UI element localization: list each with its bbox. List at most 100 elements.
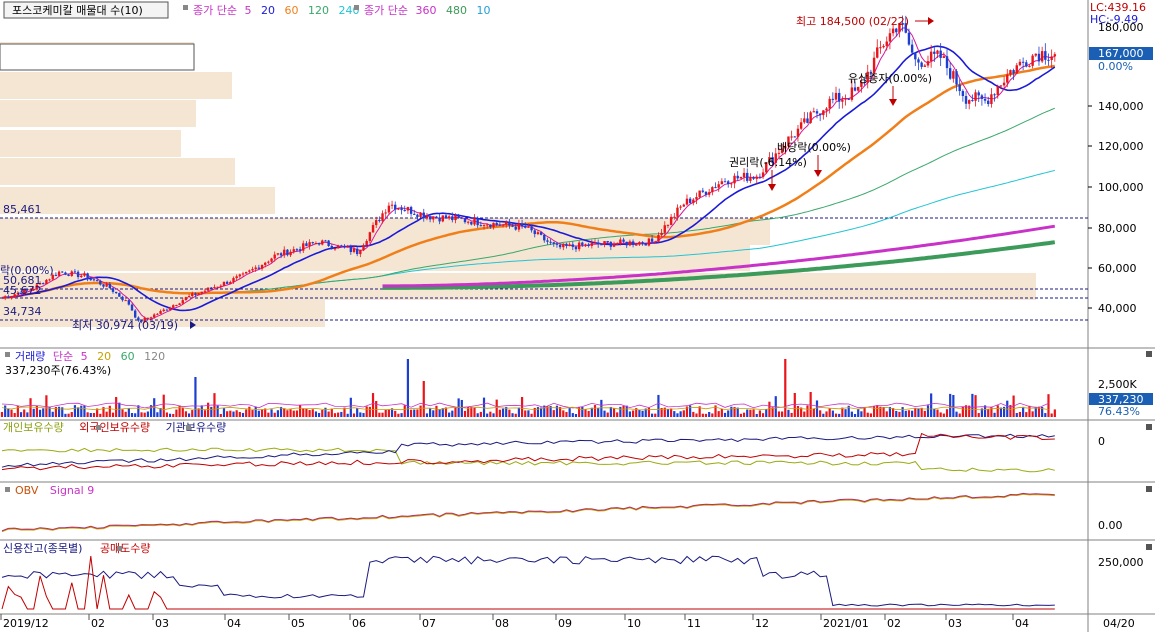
- volume-bar: [923, 410, 926, 417]
- axis-label-60000: 60,000: [1098, 262, 1137, 275]
- volume-bar: [343, 407, 346, 417]
- candle-body: [755, 176, 758, 179]
- candle: [961, 89, 965, 102]
- volume-bar: [622, 405, 625, 417]
- candle: [739, 176, 743, 179]
- candle: [187, 293, 191, 298]
- candle-body: [654, 241, 657, 243]
- volume-bar: [352, 413, 356, 417]
- price-axis: LC:439.16 HC:-9.49 180,000 167,000 0.00%…: [1088, 1, 1153, 315]
- volume-bar: [438, 409, 441, 417]
- volume-bar: [362, 413, 365, 417]
- candle-body: [413, 213, 416, 215]
- volume-bar: [99, 413, 102, 417]
- volume-bar: [670, 408, 673, 417]
- candle: [898, 22, 901, 38]
- candle: [882, 44, 885, 49]
- volume-bar: [1041, 406, 1044, 417]
- candle-body: [990, 94, 993, 105]
- volume-bar: [609, 406, 612, 417]
- volume-bar: [7, 408, 10, 417]
- candle: [657, 232, 660, 243]
- candle: [609, 240, 613, 251]
- candle-body: [99, 280, 102, 285]
- candle: [7, 294, 10, 299]
- candle: [219, 284, 223, 289]
- dividend-annotation: 배당락(0.00%): [777, 141, 851, 154]
- candle: [206, 287, 210, 291]
- volume-bar: [257, 410, 260, 417]
- candle: [336, 244, 340, 249]
- obv-close-icon[interactable]: [1146, 486, 1152, 492]
- candle: [114, 291, 118, 295]
- volume-bar: [118, 402, 121, 417]
- volume-bar: [349, 397, 352, 417]
- volume-bar: [222, 408, 226, 417]
- volume-close-icon[interactable]: [1146, 351, 1152, 357]
- holdings-individual: 개인보유수량: [3, 421, 64, 434]
- candle-body: [317, 242, 321, 245]
- candle: [616, 242, 619, 246]
- candle-body: [295, 249, 299, 251]
- candle-body: [1053, 54, 1057, 57]
- candle: [635, 242, 638, 246]
- candle-body: [64, 272, 67, 275]
- price-legend: 포스코케미칼 매물대 수(10) 종가 단순 5 20 60 120 240 종…: [3, 1, 490, 19]
- volume-title: 거래량: [15, 350, 45, 363]
- candle: [942, 52, 946, 59]
- candle-body: [958, 84, 961, 92]
- candle-body: [790, 136, 793, 138]
- x-axis-label: 04: [1015, 617, 1029, 630]
- candle: [952, 69, 955, 83]
- candle: [473, 214, 476, 226]
- volume-legend-marker: [5, 352, 10, 357]
- volume-bar: [226, 411, 229, 417]
- candle: [853, 81, 857, 92]
- candle: [771, 152, 774, 167]
- candle: [1047, 53, 1050, 66]
- candle-body: [742, 172, 746, 177]
- candle-body: [336, 245, 340, 249]
- candle: [260, 264, 264, 271]
- volume-bar: [463, 410, 467, 417]
- hc-readout: HC:-9.49: [1090, 13, 1138, 26]
- candle: [758, 173, 762, 178]
- credit-close-icon[interactable]: [1146, 544, 1152, 550]
- volume-bar: [787, 409, 790, 417]
- volume-bar: [400, 413, 403, 417]
- candle: [1040, 46, 1044, 64]
- candle: [86, 272, 89, 282]
- candle-body: [127, 300, 131, 305]
- candle-body: [248, 270, 251, 272]
- candle-body: [806, 118, 809, 123]
- candle-body: [232, 278, 235, 282]
- candle: [67, 273, 70, 277]
- indicator-title-button[interactable]: [3, 1, 169, 19]
- candle-body: [197, 293, 200, 296]
- candle: [371, 222, 375, 233]
- volume-bar: [736, 407, 739, 417]
- volume-bar: [815, 400, 819, 417]
- volume-bar: [248, 406, 251, 417]
- candle-body: [1015, 65, 1018, 74]
- candle: [600, 243, 603, 246]
- volume-bar: [279, 406, 283, 417]
- volume-bar: [885, 411, 888, 417]
- candle: [974, 89, 977, 107]
- candle: [235, 274, 238, 281]
- candle-body: [235, 276, 238, 279]
- candle-body: [799, 122, 803, 129]
- holdings-close-icon[interactable]: [1146, 424, 1152, 430]
- candle-body: [302, 243, 305, 251]
- candle-body: [885, 41, 888, 46]
- volume-bar: [143, 412, 146, 417]
- candle: [102, 283, 105, 289]
- volume-bar: [612, 408, 616, 417]
- volume-bar: [102, 407, 105, 417]
- candle: [394, 201, 397, 214]
- candle-body: [907, 32, 911, 45]
- candle-body: [1009, 70, 1012, 75]
- candle-body: [178, 303, 181, 305]
